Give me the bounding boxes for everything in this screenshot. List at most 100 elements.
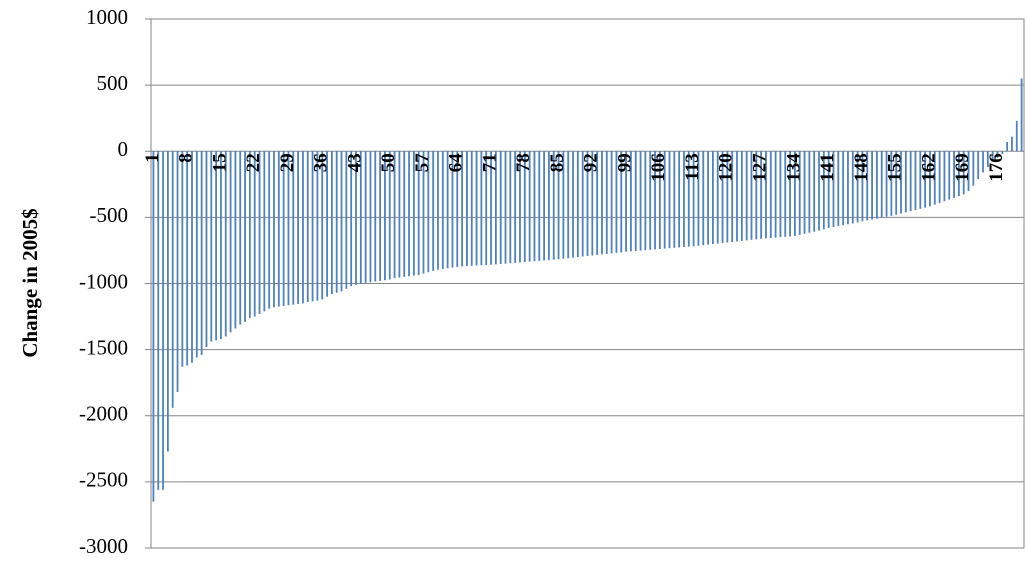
bar	[605, 151, 608, 254]
x-tick-label: 50	[378, 153, 399, 172]
bar	[596, 151, 599, 255]
bar	[615, 151, 618, 253]
bar	[774, 151, 777, 238]
x-tick-label: 8	[176, 153, 197, 163]
x-tick-label: 113	[682, 153, 703, 180]
y-tick-label: -3000	[79, 534, 128, 558]
bar	[601, 151, 603, 255]
bar	[1015, 120, 1018, 152]
x-tick-label: 176	[986, 153, 1007, 182]
bar	[195, 151, 198, 358]
bar	[707, 151, 709, 245]
bar	[658, 151, 661, 249]
x-tick-label: 71	[479, 153, 500, 172]
bar	[904, 151, 907, 213]
x-tick-label: 120	[716, 153, 737, 182]
bar	[166, 151, 169, 452]
bar	[441, 151, 444, 269]
bar	[393, 151, 396, 279]
bar	[359, 151, 362, 284]
bar	[822, 151, 825, 230]
bar	[567, 151, 570, 259]
bar	[871, 151, 873, 220]
bar	[755, 151, 758, 240]
bar	[620, 151, 623, 253]
bar	[673, 151, 676, 248]
bar	[663, 151, 666, 249]
bar	[253, 151, 256, 317]
bar	[475, 151, 478, 266]
bar	[977, 151, 980, 180]
bar	[277, 151, 280, 307]
bar	[702, 151, 705, 246]
y-tick-label: -2500	[79, 468, 128, 492]
bar	[789, 151, 791, 237]
bar	[229, 151, 232, 333]
x-tick-label: 169	[952, 153, 973, 182]
x-tick-label: 106	[648, 153, 669, 182]
bar	[847, 151, 849, 225]
bar	[581, 151, 584, 257]
bar	[654, 151, 656, 250]
bar	[818, 151, 820, 231]
bar	[813, 151, 816, 232]
bar	[234, 151, 237, 329]
bar	[726, 151, 729, 243]
bar	[890, 151, 893, 216]
x-tick-label: 99	[614, 153, 635, 172]
y-tick-label: -500	[90, 203, 129, 227]
x-tick-label: 43	[344, 153, 365, 172]
plot-frame	[150, 18, 1025, 549]
bar	[716, 151, 719, 244]
bar	[186, 151, 189, 366]
bar	[856, 151, 859, 223]
bar	[851, 151, 854, 224]
bar	[929, 151, 931, 207]
bar	[967, 151, 970, 191]
bar	[258, 151, 261, 314]
x-tick-label: 127	[749, 153, 770, 182]
bar	[861, 151, 864, 222]
bar	[282, 151, 285, 306]
bar	[268, 151, 271, 309]
x-tick-label: 162	[918, 153, 939, 182]
bar	[374, 151, 377, 282]
bar	[837, 151, 840, 227]
bar	[244, 151, 246, 322]
y-tick-label: 0	[118, 137, 129, 161]
bar	[330, 151, 333, 295]
y-tick-label: -2000	[79, 402, 128, 426]
x-tick-label: 134	[783, 153, 804, 182]
bar	[692, 151, 695, 247]
bar	[514, 151, 517, 263]
bar	[948, 151, 951, 200]
bar	[1020, 78, 1023, 152]
x-tick-label: 78	[513, 153, 534, 172]
bar	[875, 151, 878, 219]
bar	[639, 151, 642, 251]
bar	[297, 151, 300, 304]
bar	[866, 151, 869, 221]
bar	[784, 151, 787, 237]
y-tick-label: 500	[97, 71, 129, 95]
bar	[750, 151, 753, 240]
bar	[644, 151, 647, 251]
bar	[519, 151, 521, 263]
bar	[972, 151, 975, 186]
bar	[412, 151, 415, 276]
bar	[557, 151, 560, 260]
bar	[731, 151, 734, 242]
bar	[924, 151, 927, 208]
bar	[986, 151, 989, 168]
bar	[470, 151, 473, 266]
bar	[683, 151, 685, 247]
bar	[311, 151, 314, 302]
bar	[316, 151, 319, 301]
bar	[793, 151, 796, 236]
x-tick-label: 148	[851, 153, 872, 182]
bar	[885, 151, 888, 217]
x-tick-label: 15	[209, 153, 230, 172]
bar	[152, 151, 155, 502]
bar	[1006, 141, 1009, 152]
